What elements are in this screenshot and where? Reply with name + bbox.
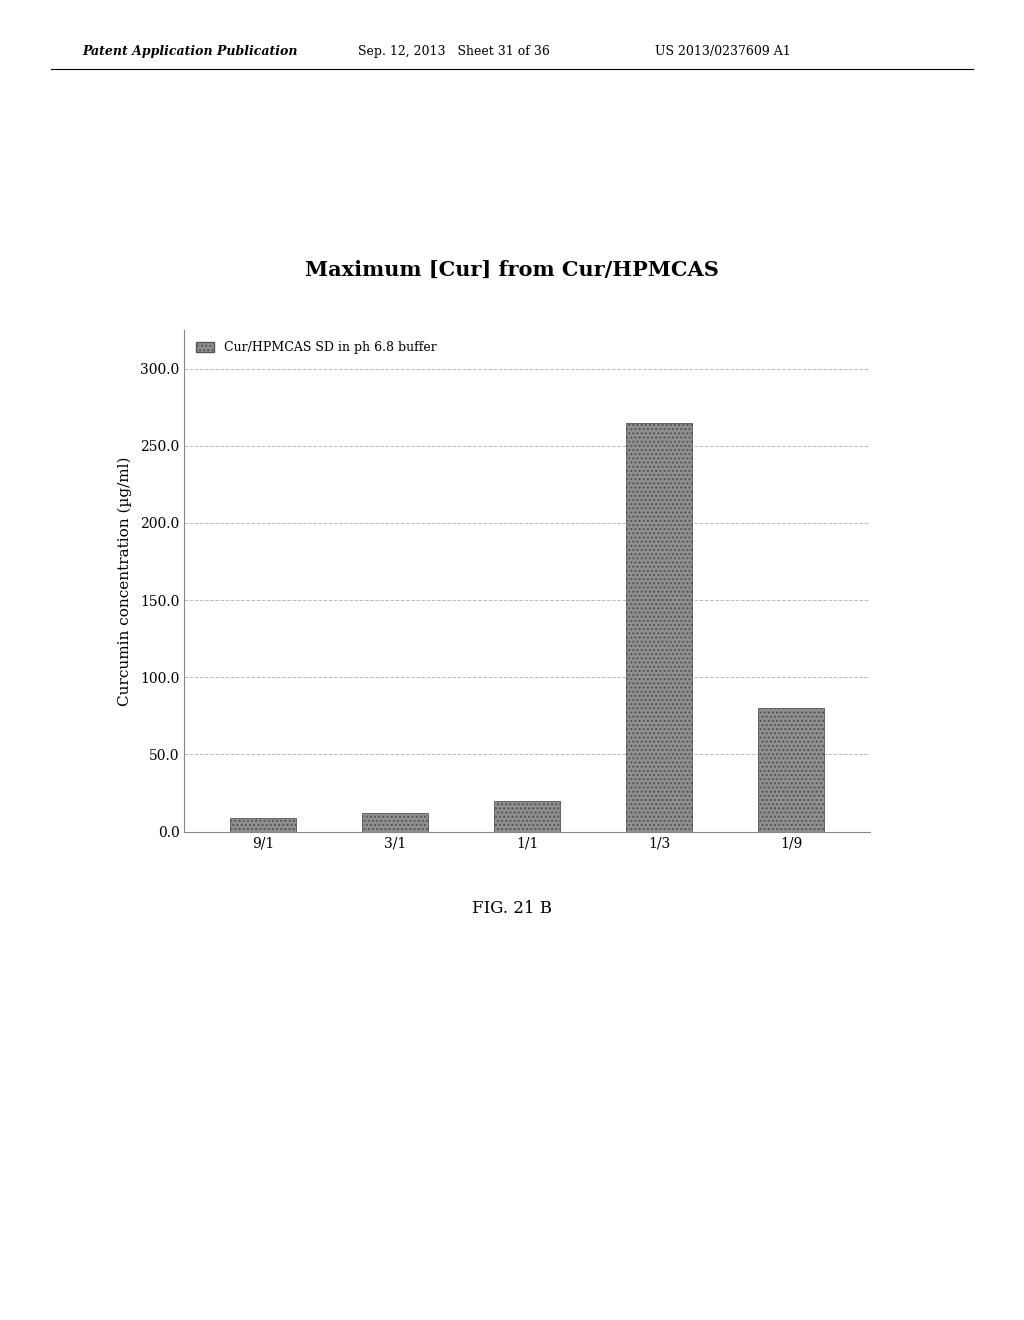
Bar bbox=[758, 708, 824, 832]
Text: Sep. 12, 2013   Sheet 31 of 36: Sep. 12, 2013 Sheet 31 of 36 bbox=[358, 45, 550, 58]
Text: FIG. 21 B: FIG. 21 B bbox=[472, 900, 552, 917]
Bar bbox=[230, 818, 297, 832]
Y-axis label: Curcumin concentration (µg/ml): Curcumin concentration (µg/ml) bbox=[118, 455, 132, 706]
Text: Patent Application Publication: Patent Application Publication bbox=[82, 45, 297, 58]
Legend: Cur/HPMCAS SD in ph 6.8 buffer: Cur/HPMCAS SD in ph 6.8 buffer bbox=[190, 337, 442, 359]
Bar bbox=[495, 801, 560, 832]
Text: Maximum [Cur] from Cur/HPMCAS: Maximum [Cur] from Cur/HPMCAS bbox=[305, 260, 719, 280]
Bar bbox=[362, 813, 428, 832]
Text: US 2013/0237609 A1: US 2013/0237609 A1 bbox=[655, 45, 792, 58]
Bar bbox=[627, 422, 692, 832]
